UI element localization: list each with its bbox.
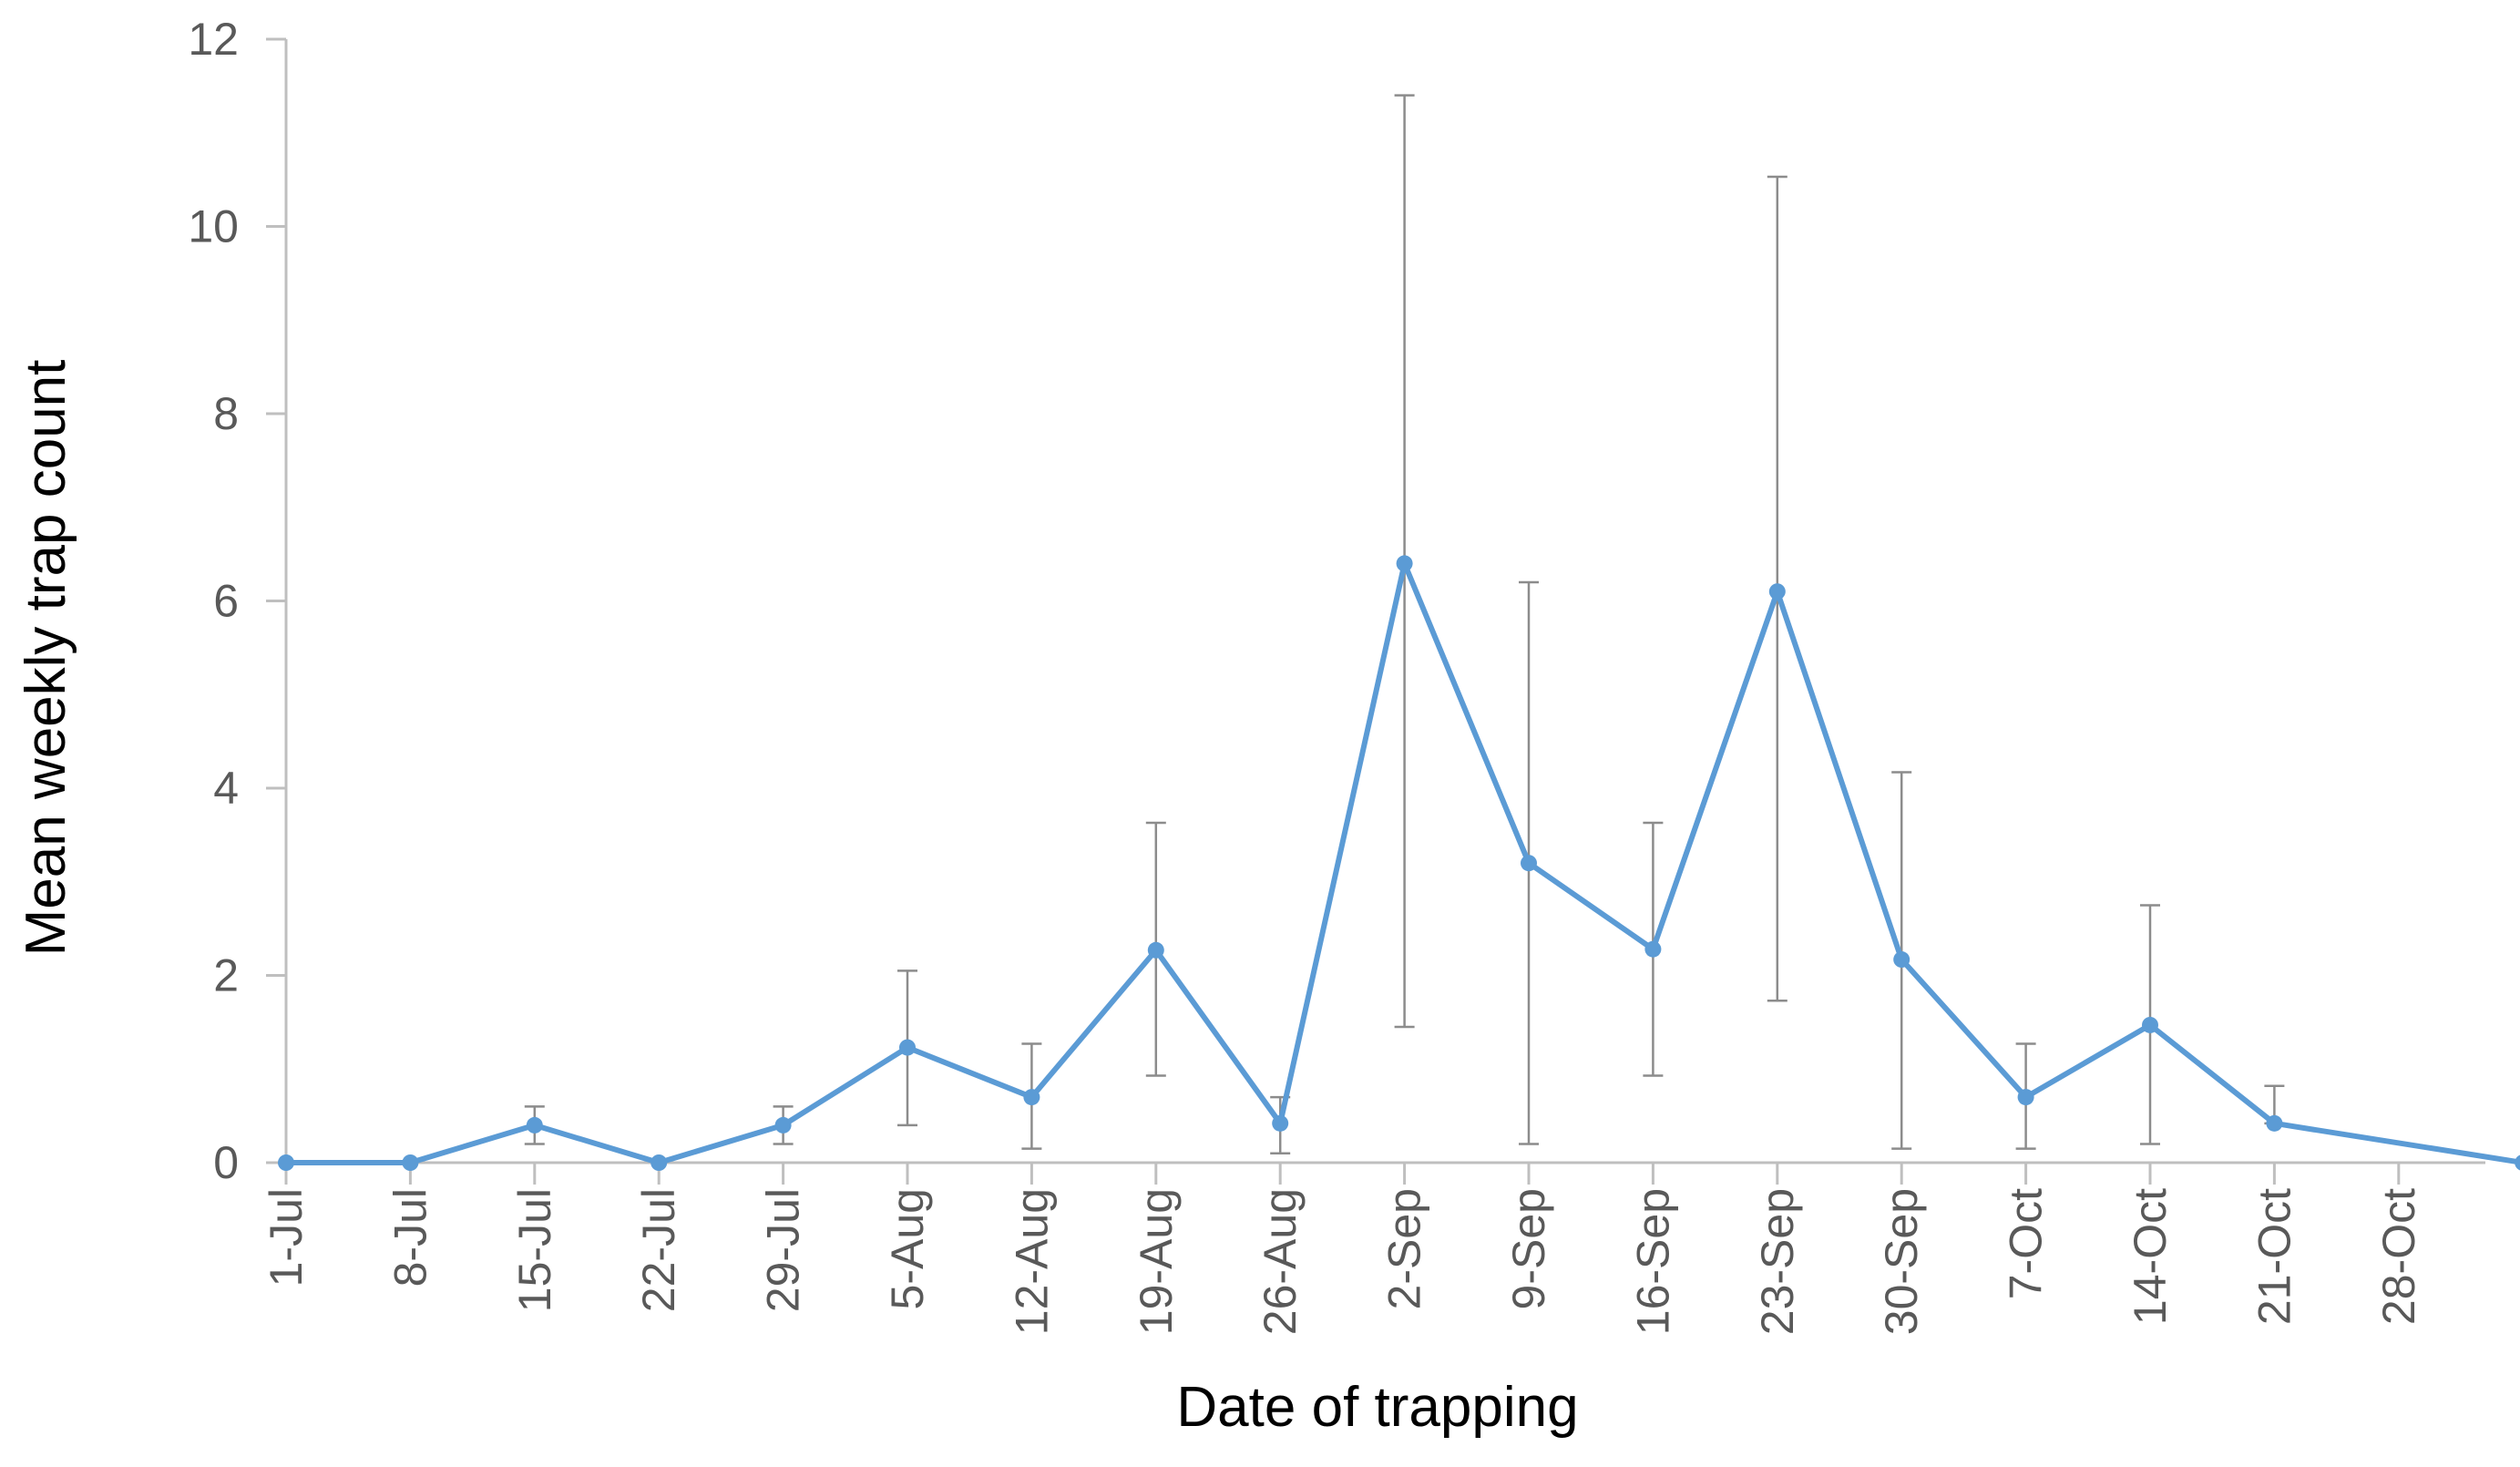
x-tick-label: 9-Sep: [1503, 1188, 1554, 1309]
data-point: [278, 1154, 294, 1171]
data-point: [1023, 1089, 1040, 1106]
data-point: [1893, 951, 1910, 969]
x-tick-label: 22-Jul: [633, 1188, 684, 1312]
x-tick-label: 16-Sep: [1627, 1188, 1678, 1335]
x-tick-label: 19-Aug: [1131, 1188, 1182, 1335]
y-tick-labels: 0 2 4 6 8 10 12: [188, 14, 239, 1188]
y-tick-label: 6: [213, 576, 239, 627]
x-tick-labels: 1-Jul 8-Jul 15-Jul 22-Jul 29-Jul 5-Aug 12-Aug 1…: [261, 1188, 2424, 1335]
x-tick-label: 23-Sep: [1752, 1188, 1803, 1335]
x-tick-label: 26-Aug: [1255, 1188, 1306, 1335]
data-point: [2515, 1154, 2520, 1171]
data-point: [2142, 1016, 2158, 1033]
x-tick-label: 29-Jul: [758, 1188, 809, 1312]
x-tick-label: 1-Jul: [261, 1188, 312, 1287]
error-bars: [524, 94, 2285, 1154]
x-axis-title: Date of trapping: [1176, 1376, 1578, 1439]
x-tick-label: 12-Aug: [1006, 1188, 1057, 1335]
data-point: [402, 1154, 419, 1171]
data-point: [650, 1154, 668, 1171]
data-points: [278, 555, 2520, 1171]
data-point: [1396, 555, 1413, 572]
x-tick-label: 30-Sep: [1876, 1188, 1927, 1335]
data-point: [2017, 1089, 2034, 1106]
x-tick-label: 14-Oct: [2125, 1188, 2176, 1325]
series-line-layer: [286, 560, 2520, 1165]
x-tick-label: 2-Sep: [1379, 1188, 1430, 1309]
data-point: [1272, 1114, 1289, 1132]
x-tick-label: 7-Oct: [2001, 1188, 2052, 1299]
data-point: [1644, 940, 1662, 958]
data-point: [526, 1116, 543, 1134]
data-point: [774, 1116, 792, 1134]
data-point: [1521, 855, 1537, 872]
data-point: [899, 1039, 916, 1056]
series-line: [286, 560, 2520, 1165]
x-tick-label: 8-Jul: [384, 1188, 435, 1287]
data-point: [1147, 941, 1164, 959]
x-tick-label: 21-Oct: [2249, 1188, 2300, 1325]
data-point: [2266, 1114, 2283, 1132]
y-tick-label: 2: [213, 950, 239, 1001]
y-tick-label: 0: [213, 1137, 239, 1188]
x-tick-label: 5-Aug: [882, 1188, 933, 1309]
y-tick-label: 10: [188, 201, 239, 252]
data-point: [1768, 583, 1786, 600]
x-tick-label: 15-Jul: [509, 1188, 560, 1312]
y-tick-label: 8: [213, 388, 239, 439]
y-axis-title: Mean weekly trap count: [15, 360, 77, 957]
x-tick-label: 28-Oct: [2373, 1188, 2424, 1325]
y-tick-label: 12: [188, 14, 239, 65]
y-tick-label: 4: [213, 763, 239, 814]
